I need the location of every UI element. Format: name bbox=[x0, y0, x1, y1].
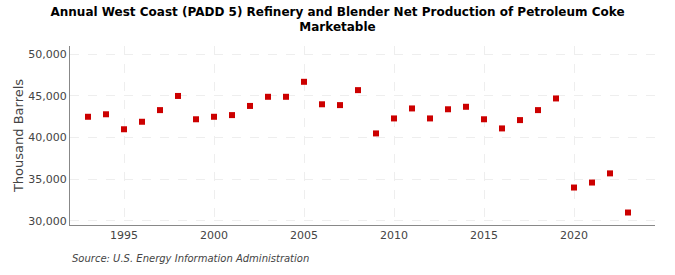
svg-text:2010: 2010 bbox=[380, 229, 408, 242]
svg-text:2000: 2000 bbox=[200, 229, 228, 242]
svg-text:Annual West Coast (PADD 5) Ref: Annual West Coast (PADD 5) Refinery and … bbox=[50, 5, 624, 35]
svg-text:45,000: 45,000 bbox=[28, 90, 67, 103]
svg-text:2005: 2005 bbox=[290, 229, 318, 242]
svg-text:50,000: 50,000 bbox=[28, 48, 67, 61]
svg-text:35,000: 35,000 bbox=[28, 173, 67, 186]
svg-text:30,000: 30,000 bbox=[28, 215, 67, 228]
svg-text:2015: 2015 bbox=[470, 229, 498, 242]
svg-text:1995: 1995 bbox=[110, 229, 138, 242]
svg-text:40,000: 40,000 bbox=[28, 131, 67, 144]
svg-text:2020: 2020 bbox=[560, 229, 588, 242]
svg-text:Source: U.S. Energy Informatio: Source: U.S. Energy Information Administ… bbox=[72, 253, 309, 264]
svg-text:Thousand Barrels: Thousand Barrels bbox=[11, 79, 26, 193]
